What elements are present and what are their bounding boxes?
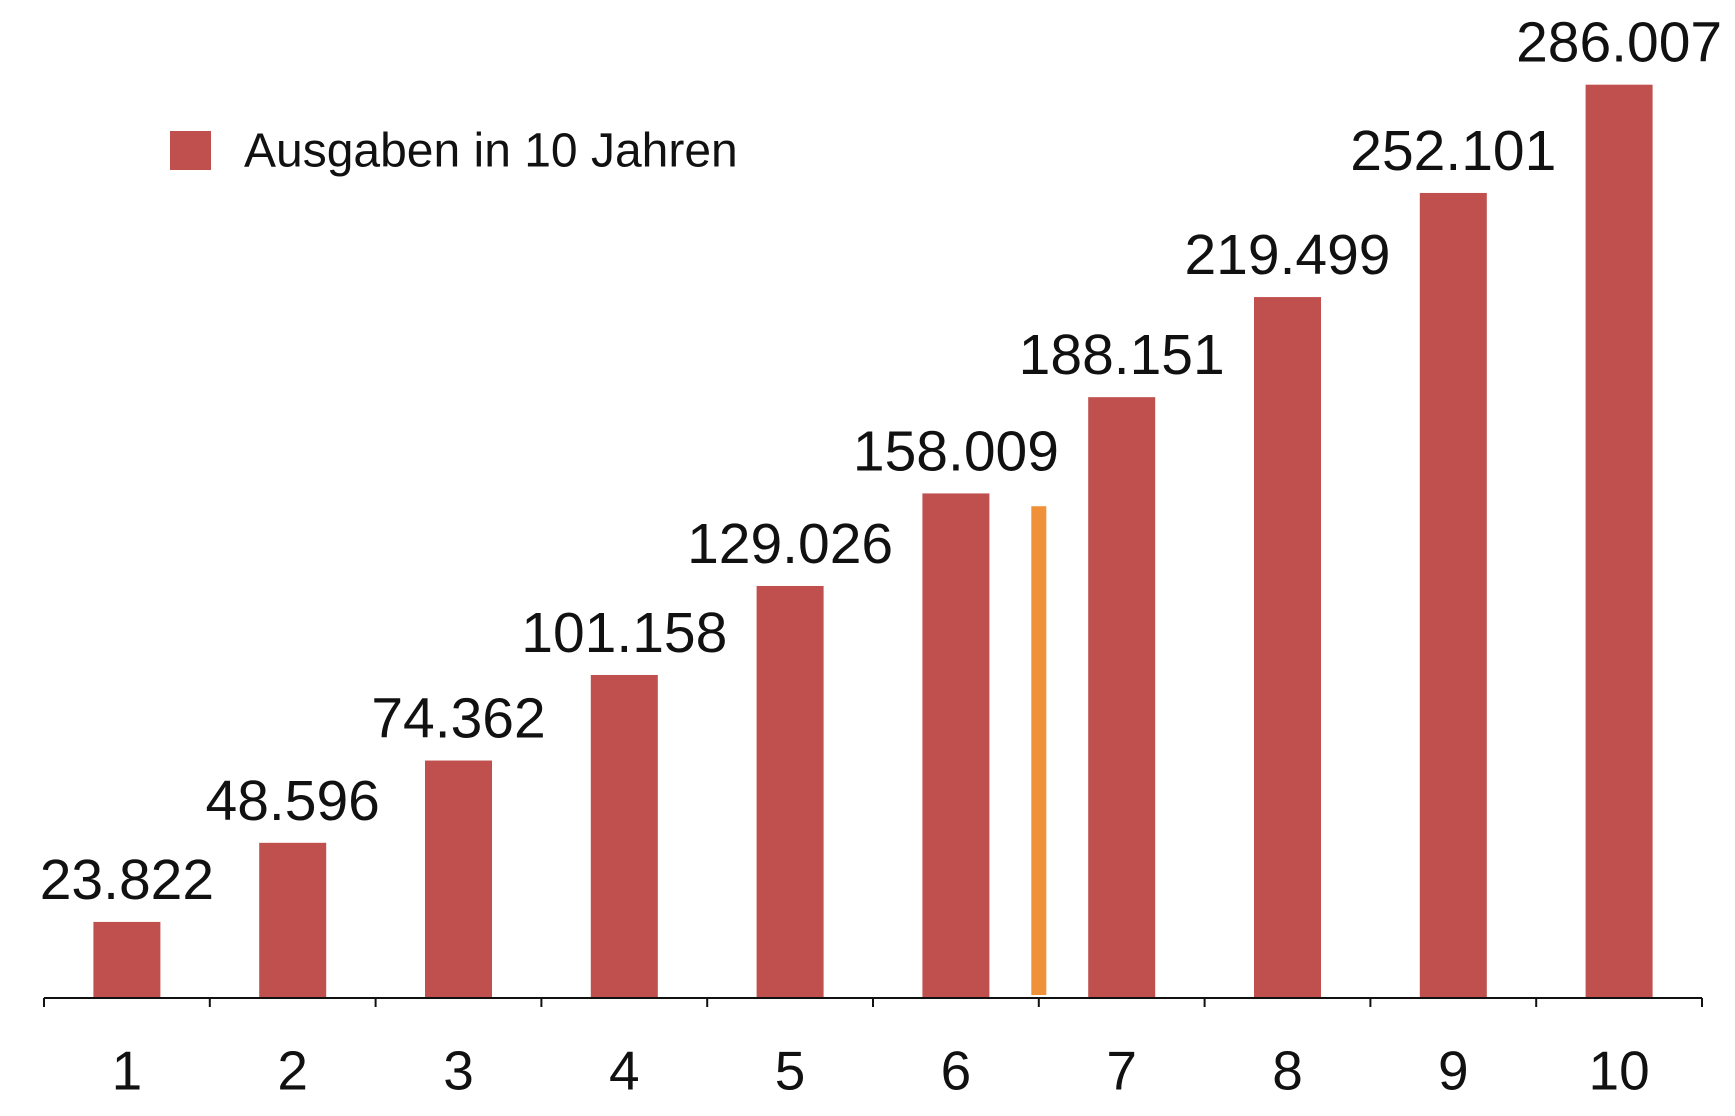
bar xyxy=(1254,297,1321,998)
legend-label: Ausgaben in 10 Jahren xyxy=(244,125,738,178)
value-label: 23.822 xyxy=(40,848,214,912)
value-label: 129.026 xyxy=(687,512,893,576)
x-tick-label: 4 xyxy=(609,1040,640,1102)
bar xyxy=(425,760,492,998)
value-label: 158.009 xyxy=(853,419,1059,483)
x-tick-label: 7 xyxy=(1106,1040,1137,1102)
value-label: 74.362 xyxy=(371,687,545,751)
x-tick-label: 2 xyxy=(277,1040,308,1102)
value-label: 188.151 xyxy=(1019,323,1225,387)
x-tick-label: 6 xyxy=(941,1040,972,1102)
x-tick-label: 5 xyxy=(775,1040,806,1102)
value-label: 219.499 xyxy=(1184,223,1390,287)
bar xyxy=(922,493,990,998)
bar xyxy=(756,585,824,998)
x-tick-label: 9 xyxy=(1438,1040,1469,1102)
x-tick-label: 1 xyxy=(112,1040,143,1102)
bar xyxy=(93,921,161,998)
bar xyxy=(1419,192,1487,999)
value-label: 252.101 xyxy=(1350,119,1556,183)
bar xyxy=(1585,84,1653,998)
value-label: 101.158 xyxy=(521,601,727,665)
bar xyxy=(259,842,327,998)
x-tick-label: 10 xyxy=(1589,1040,1650,1102)
value-label: 286.007 xyxy=(1516,11,1722,75)
bar xyxy=(1088,397,1156,998)
legend-swatch xyxy=(170,131,211,170)
x-tick-label: 3 xyxy=(443,1040,474,1102)
highlight-bar xyxy=(1031,506,1047,995)
bar xyxy=(590,674,658,998)
x-tick-label: 8 xyxy=(1272,1040,1303,1102)
value-label: 48.596 xyxy=(206,769,380,833)
